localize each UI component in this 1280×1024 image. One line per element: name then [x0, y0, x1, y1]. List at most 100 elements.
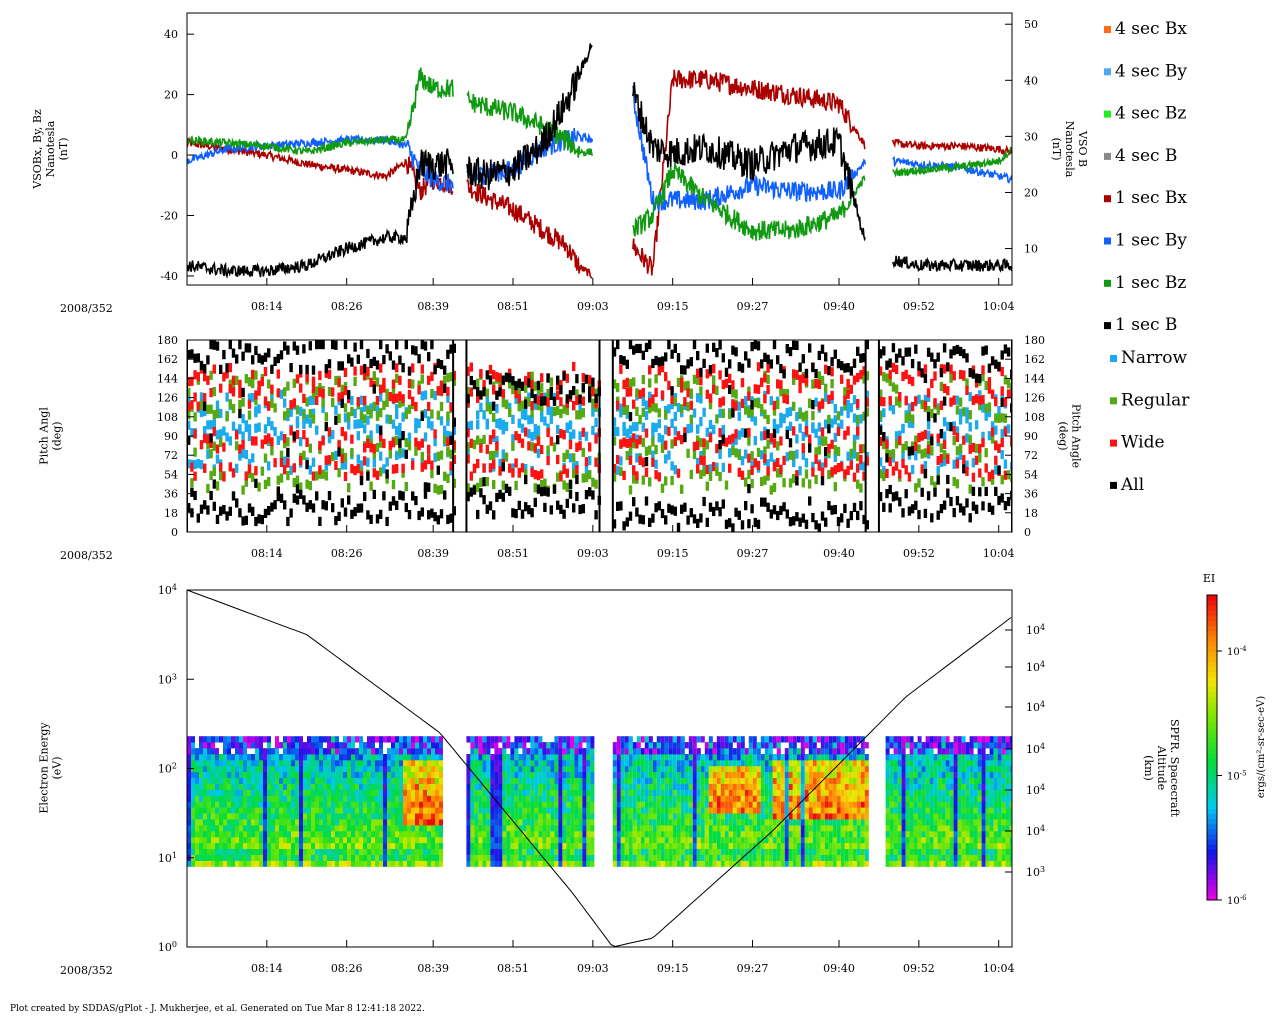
spec-cell	[534, 848, 539, 855]
spec-cell	[399, 748, 403, 755]
pitch-all-lower	[533, 497, 537, 507]
pitch-band-cell	[267, 433, 271, 443]
pitch-band-cell	[907, 374, 912, 384]
spec-cell	[692, 795, 697, 802]
pitch-band-cell	[492, 450, 496, 460]
spec-cell	[343, 783, 347, 790]
pitch-band-cell	[641, 422, 645, 432]
spec-cell	[490, 783, 495, 790]
spec-cell	[482, 819, 487, 826]
pitch-all-lower	[244, 515, 248, 525]
spec-cell	[407, 789, 411, 796]
pitch-all-upper	[594, 393, 598, 403]
pitch-band-cell	[763, 373, 767, 383]
pitch-all-upper	[584, 374, 589, 384]
spec-cell	[315, 765, 319, 773]
spec-cell	[522, 742, 527, 749]
spec-cell	[267, 848, 271, 855]
pitch-band-cell	[430, 421, 434, 431]
pitch-band-cell	[782, 388, 786, 399]
spec-cell	[223, 830, 227, 838]
spec-cell	[554, 789, 559, 796]
spec-cell	[195, 836, 199, 844]
spec-cell	[546, 819, 551, 826]
spec-cell	[522, 789, 527, 796]
spec-cell	[207, 742, 211, 749]
spec-cell	[470, 777, 475, 784]
spec-cell	[191, 736, 195, 743]
pitch-band-cell	[914, 435, 918, 445]
spec-cell	[263, 754, 267, 761]
spec-cell	[203, 789, 207, 796]
spec-cell	[676, 789, 681, 796]
spec-cell	[271, 771, 275, 779]
pitch-all-scatter	[766, 429, 770, 439]
pitch-all-upper	[546, 373, 550, 383]
pitch-all-scatter	[923, 469, 928, 479]
pitch-band-cell	[1000, 386, 1004, 396]
pitch-all-upper	[302, 344, 306, 354]
pitch-all-upper	[533, 394, 537, 404]
spec-cell	[558, 836, 563, 844]
spec-cell	[672, 795, 677, 802]
pitch-ytick-left-label: 0	[171, 526, 178, 539]
pitch-band-cell	[981, 431, 985, 441]
spec-cell	[215, 819, 219, 826]
spec-cell	[235, 842, 239, 850]
pitch-all-upper	[619, 355, 623, 365]
pitch-band-cell	[353, 466, 357, 476]
pitch-band-cell	[476, 410, 480, 420]
pitch-band-cell	[270, 421, 274, 431]
spec-cell	[554, 860, 559, 867]
spec-cell	[470, 854, 475, 861]
pitch-band-cell	[734, 389, 738, 399]
pitch-band-cell	[469, 387, 473, 397]
spec-cell	[203, 754, 207, 761]
spec-cell	[676, 783, 681, 790]
pitch-all-upper	[439, 360, 444, 370]
spec-cell	[211, 819, 215, 826]
spec-cell	[688, 825, 693, 832]
pitch-band-cell	[203, 426, 207, 436]
pitch-band-cell	[920, 399, 924, 409]
spec-cell	[219, 754, 223, 761]
pitch-band-cell	[766, 414, 770, 425]
pitch-band-cell	[514, 389, 518, 399]
spec-cell	[355, 860, 359, 867]
spec-cell	[239, 736, 243, 743]
pitch-all-upper	[820, 344, 825, 354]
pitch-all-scatter	[827, 424, 831, 434]
pitch-band-cell	[798, 384, 802, 394]
spec-cell	[470, 830, 475, 838]
spec-cell	[423, 771, 427, 779]
spec-cell	[275, 807, 279, 814]
spec-cell	[315, 759, 319, 767]
spec-cell	[351, 748, 355, 755]
pitch-band-cell	[356, 454, 360, 464]
pitch-all-lower	[824, 517, 828, 527]
spec-cell	[319, 842, 323, 850]
spec-cell	[271, 789, 275, 796]
spec-cell	[530, 795, 535, 802]
spec-cell	[203, 765, 207, 773]
mag-legend-3-swatch	[1104, 152, 1111, 160]
pitch-band-cell	[865, 397, 869, 407]
spec-cell	[550, 848, 555, 855]
spec-cell	[227, 765, 231, 773]
spec-cell	[431, 759, 435, 767]
spec-cell	[518, 783, 523, 790]
spec-cell	[327, 825, 331, 832]
pitch-band-cell	[414, 402, 418, 412]
pitch-all-lower	[664, 515, 668, 525]
pitch-ytick-right-label: 162	[1024, 353, 1045, 366]
spec-cell	[331, 783, 335, 790]
pitch-all-scatter	[556, 435, 560, 445]
spec-cell	[295, 777, 299, 784]
spec-cell	[411, 848, 415, 855]
pitch-band-cell	[187, 377, 191, 387]
pitch-band-cell	[244, 374, 248, 384]
spec-cell	[652, 783, 657, 790]
spec-cell	[287, 842, 291, 850]
spec-cell	[664, 854, 669, 861]
pitch-band-cell	[1006, 379, 1011, 389]
